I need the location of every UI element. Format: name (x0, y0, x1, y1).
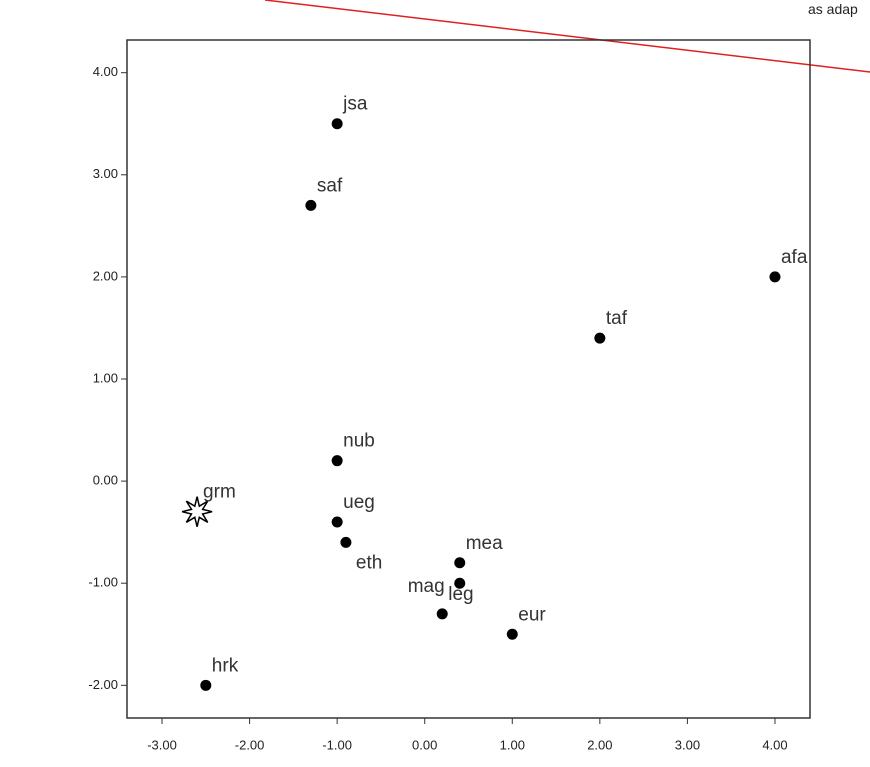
point (436, 608, 448, 620)
point (305, 199, 317, 211)
x-tick-label: 1.00 (500, 737, 525, 752)
x-tick-label: 2.00 (587, 737, 612, 752)
point-label: jsa (342, 94, 368, 115)
point-label: eur (518, 604, 546, 625)
point-label: hrk (212, 655, 239, 676)
y-tick-label: -2.00 (88, 677, 118, 692)
x-tick-label: -1.00 (322, 737, 352, 752)
x-tick-label: -2.00 (235, 737, 265, 752)
y-tick-label: 3.00 (93, 166, 118, 181)
point-label: mea (466, 533, 503, 554)
point (331, 516, 343, 528)
y-tick-label: 2.00 (93, 268, 118, 283)
point-label: afa (781, 247, 808, 268)
point (454, 557, 466, 569)
point-label: saf (317, 175, 343, 196)
point (331, 118, 343, 130)
point-label: eth (356, 552, 382, 573)
header-fragment: as adap (808, 1, 858, 17)
x-tick-label: 3.00 (675, 737, 700, 752)
point (340, 536, 352, 548)
point-label: mag (408, 576, 445, 597)
x-tick-label: 4.00 (762, 737, 787, 752)
point-label: grm (203, 482, 236, 503)
point (454, 577, 466, 589)
point-label: taf (606, 308, 628, 329)
point (506, 628, 518, 640)
point (331, 455, 343, 467)
y-tick-label: 1.00 (93, 370, 118, 385)
y-tick-label: -1.00 (88, 575, 118, 590)
y-tick-label: 4.00 (93, 64, 118, 79)
point (181, 496, 213, 527)
point-label: ueg (343, 492, 375, 513)
point (200, 679, 212, 691)
red-line (264, 0, 870, 73)
x-tick-label: -3.00 (147, 737, 177, 752)
point (594, 332, 606, 344)
point-label: nub (343, 431, 375, 452)
y-tick-label: 0.00 (93, 473, 118, 488)
x-tick-label: 0.00 (412, 737, 437, 752)
point (769, 271, 781, 283)
point-label: leg (448, 584, 473, 605)
